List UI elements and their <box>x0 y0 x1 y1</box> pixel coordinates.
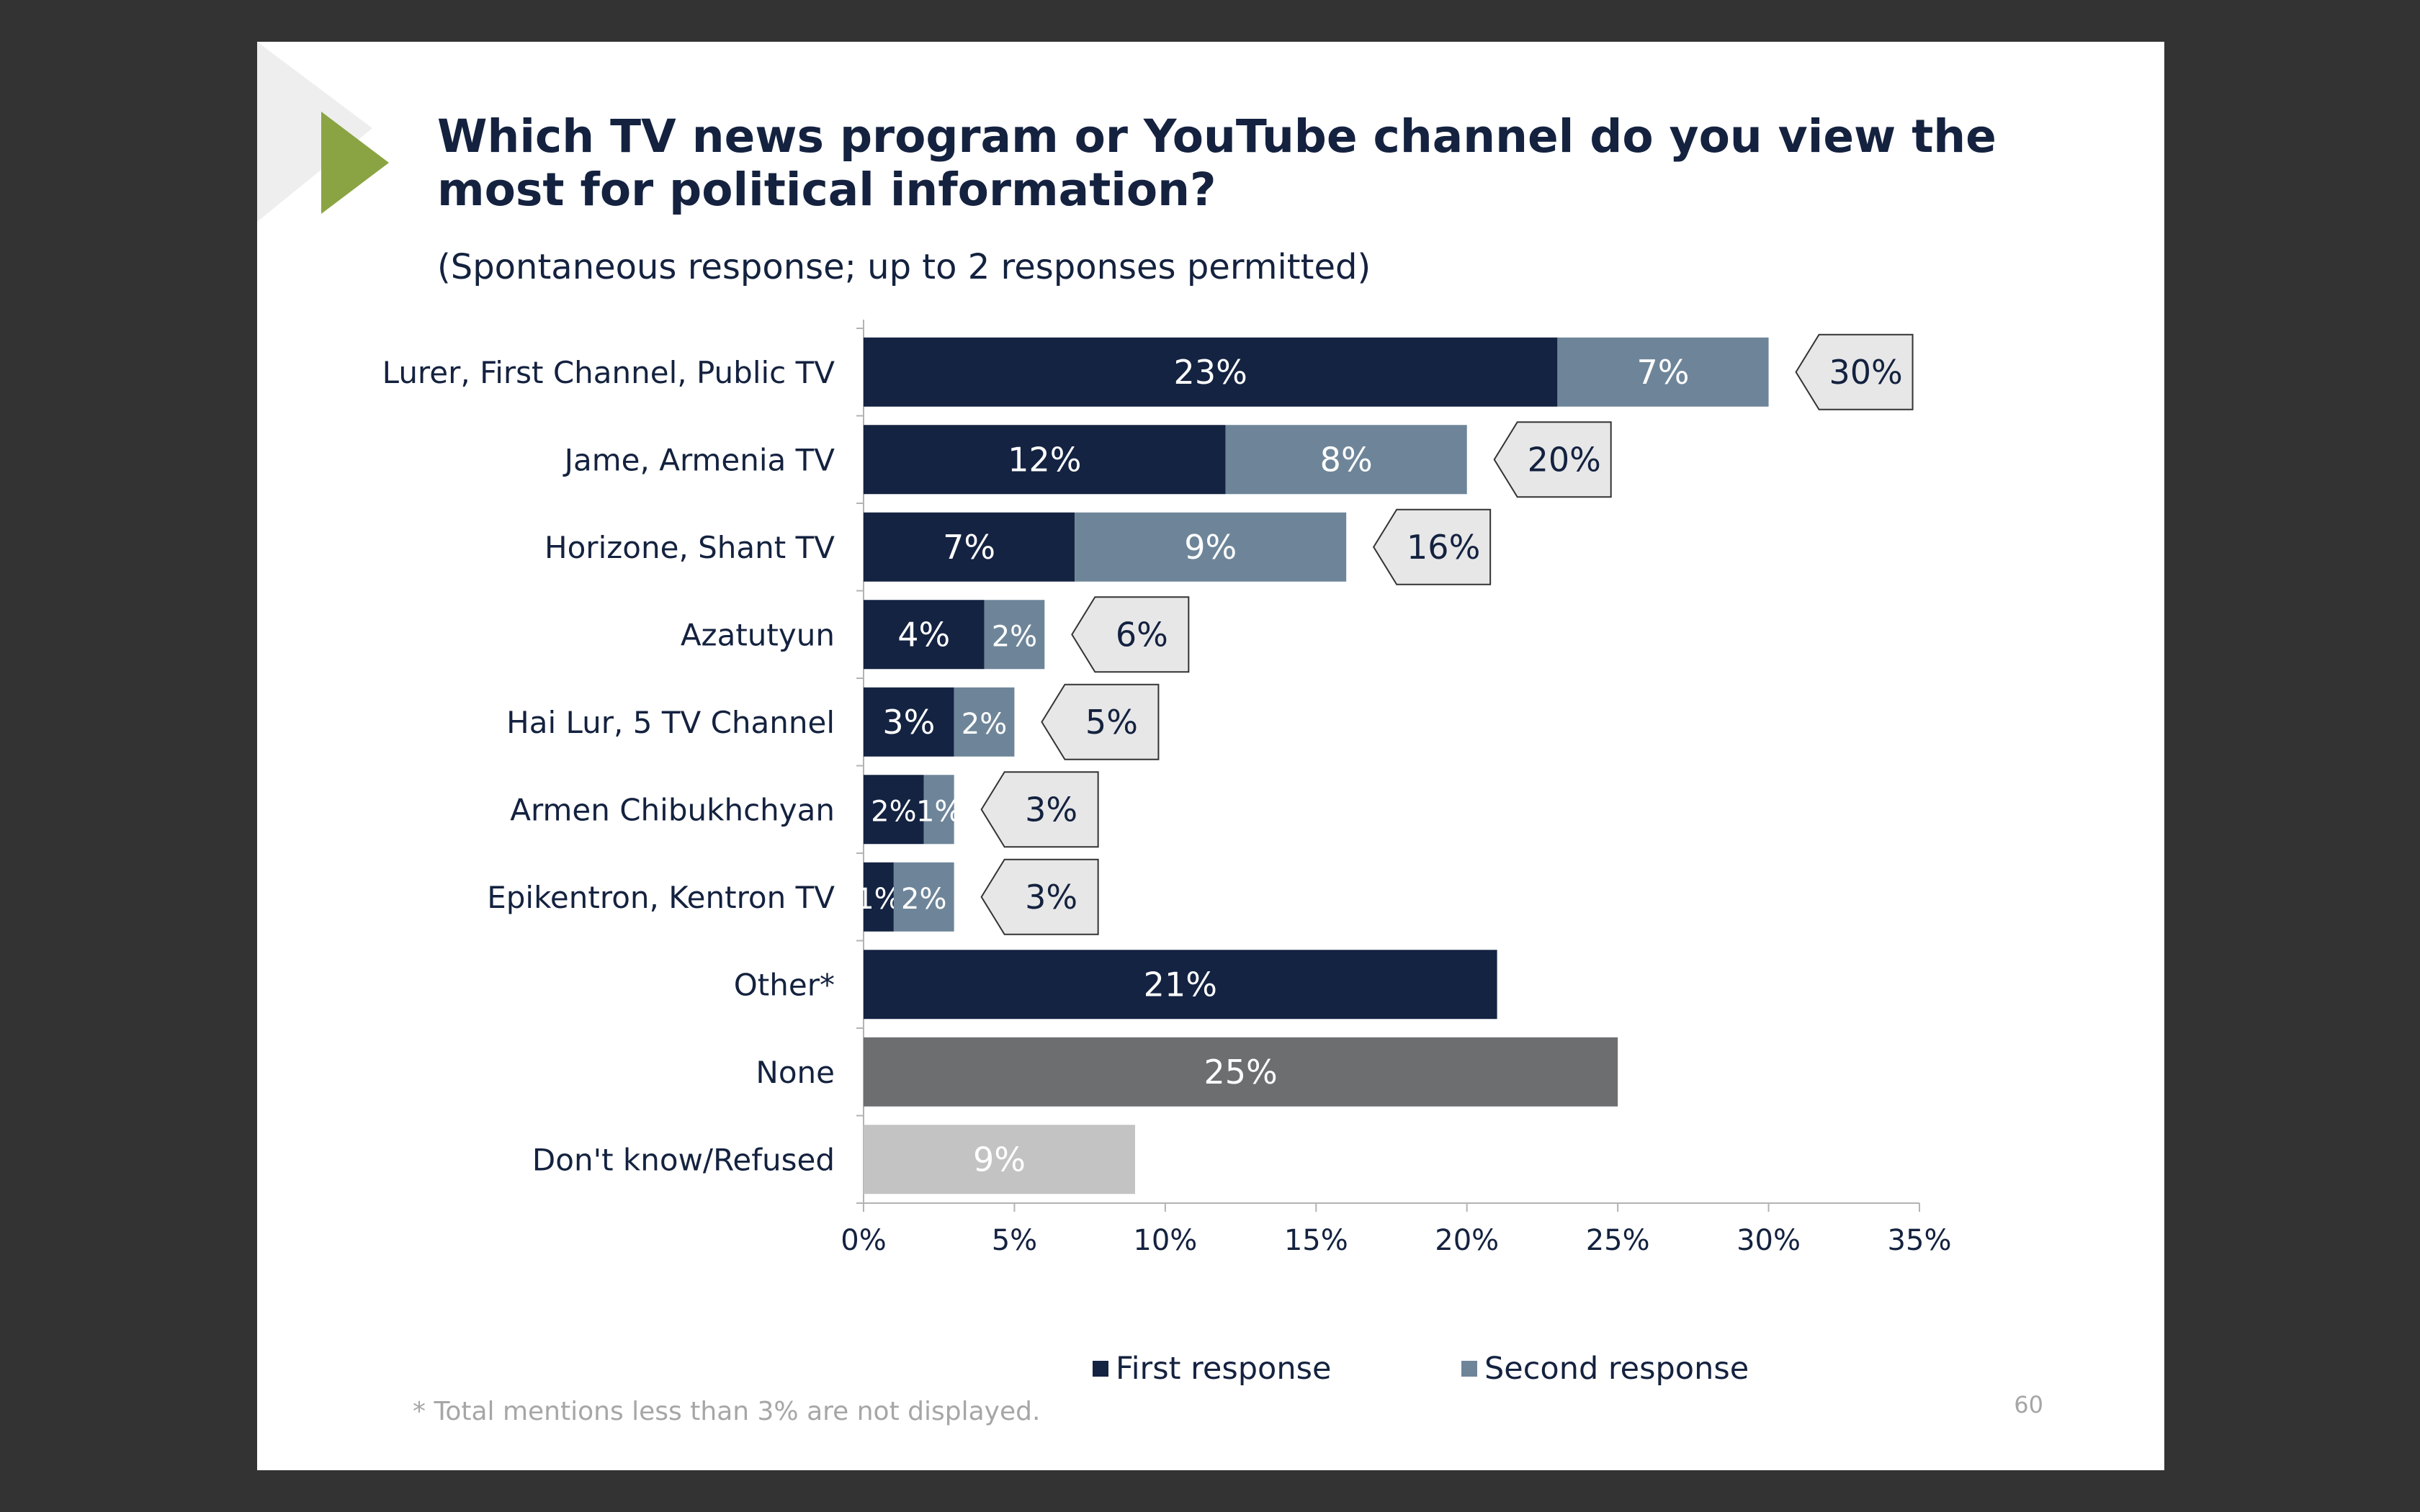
category-label: None <box>756 1055 835 1090</box>
total-label: 6% <box>1116 615 1168 654</box>
total-callout <box>1795 333 1914 410</box>
data-label-single: 9% <box>973 1140 1026 1179</box>
total-label: 3% <box>1025 878 1077 917</box>
category-label: Hai Lur, 5 TV Channel <box>506 705 835 740</box>
legend-item-first: First response <box>1093 1351 1331 1387</box>
legend-label-second: Second response <box>1484 1351 1749 1387</box>
data-label-second: 2% <box>962 708 1007 741</box>
total-callout <box>980 858 1099 935</box>
category-label: Other* <box>734 967 835 1002</box>
data-label-second: 7% <box>1636 353 1689 392</box>
bar-second-response <box>893 862 954 932</box>
legend-swatch-first <box>1093 1361 1108 1377</box>
bar-first-response <box>864 862 894 932</box>
legend-swatch-second <box>1461 1361 1477 1377</box>
data-label-second: 8% <box>1320 440 1373 479</box>
bar-second-response <box>954 687 1015 757</box>
data-label-first: 2% <box>871 795 916 828</box>
data-label-first: 4% <box>897 615 950 654</box>
page-number: 60 <box>2014 1391 2043 1418</box>
footnote: * Total mentions less than 3% are not di… <box>413 1397 1041 1426</box>
x-tick-label: 10% <box>1133 1224 1197 1257</box>
total-label: 3% <box>1025 790 1077 829</box>
slide: Lurer, First Channel, Public TV Jame, Arm… <box>257 42 2164 1470</box>
bar-first-response <box>864 775 924 845</box>
total-label: 20% <box>1528 440 1601 479</box>
category-label: Don't know/Refused <box>532 1142 835 1177</box>
category-label: Jame, Armenia TV <box>563 442 835 477</box>
data-label-first: 3% <box>882 703 935 742</box>
data-label-second: 1% <box>916 795 962 828</box>
total-callout <box>1071 596 1190 673</box>
bar-second-response <box>1557 337 1769 407</box>
legend-item-second: Second response <box>1461 1351 1749 1387</box>
x-tick-label: 5% <box>992 1224 1037 1257</box>
bar-first-response <box>864 687 954 757</box>
data-label-second: 2% <box>901 883 946 916</box>
bar-second-response <box>1075 512 1347 582</box>
bar-dont-know <box>864 1125 1135 1194</box>
category-label: Horizone, Shant TV <box>544 530 835 565</box>
category-label: Armen Chibukhchyan <box>510 792 835 827</box>
chart-title: Which TV news program or YouTube channel… <box>437 110 1996 216</box>
x-tick-label: 30% <box>1736 1224 1801 1257</box>
total-callout <box>1493 421 1612 498</box>
decorative-gray-triangle <box>257 42 372 222</box>
legend-label-first: First response <box>1116 1351 1332 1387</box>
data-label-second: 2% <box>992 620 1037 653</box>
category-label: Epikentron, Kentron TV <box>487 880 835 915</box>
total-label: 30% <box>1829 353 1902 392</box>
x-tick-label: 35% <box>1888 1224 1952 1257</box>
total-callout <box>1041 683 1160 760</box>
total-callout <box>1372 508 1492 585</box>
category-label: Azatutyun <box>681 617 835 652</box>
data-label-first: 7% <box>943 528 995 567</box>
data-label-single: 25% <box>1204 1053 1277 1092</box>
data-label-second: 9% <box>1184 528 1237 567</box>
x-tick-label: 0% <box>841 1224 886 1257</box>
total-callout <box>980 771 1099 848</box>
bar-first-response <box>864 950 1497 1020</box>
chart-subtitle: (Spontaneous response; up to 2 responses… <box>437 247 1371 287</box>
bar-first-response <box>864 425 1226 495</box>
bar-first-response <box>864 337 1558 407</box>
accent-arrow-icon <box>321 112 389 214</box>
category-label: Lurer, First Channel, Public TV <box>382 355 835 390</box>
data-label-first: 21% <box>1144 965 1217 1004</box>
data-label-first: 12% <box>1008 440 1081 479</box>
x-tick-label: 20% <box>1435 1224 1499 1257</box>
x-tick-label: 15% <box>1284 1224 1348 1257</box>
total-label: 16% <box>1407 528 1480 567</box>
bar-first-response <box>864 512 1075 582</box>
bar-second-response <box>984 600 1045 670</box>
bar-first-response <box>864 600 985 670</box>
total-label: 5% <box>1085 703 1138 742</box>
x-tick-label: 25% <box>1586 1224 1650 1257</box>
bar-second-response <box>1225 425 1467 495</box>
data-label-first: 23% <box>1174 353 1247 392</box>
bar-none <box>864 1037 1618 1107</box>
bar-second-response <box>923 775 954 845</box>
chart: Lurer, First Channel, Public TV Jame, Arm… <box>257 42 1952 1257</box>
